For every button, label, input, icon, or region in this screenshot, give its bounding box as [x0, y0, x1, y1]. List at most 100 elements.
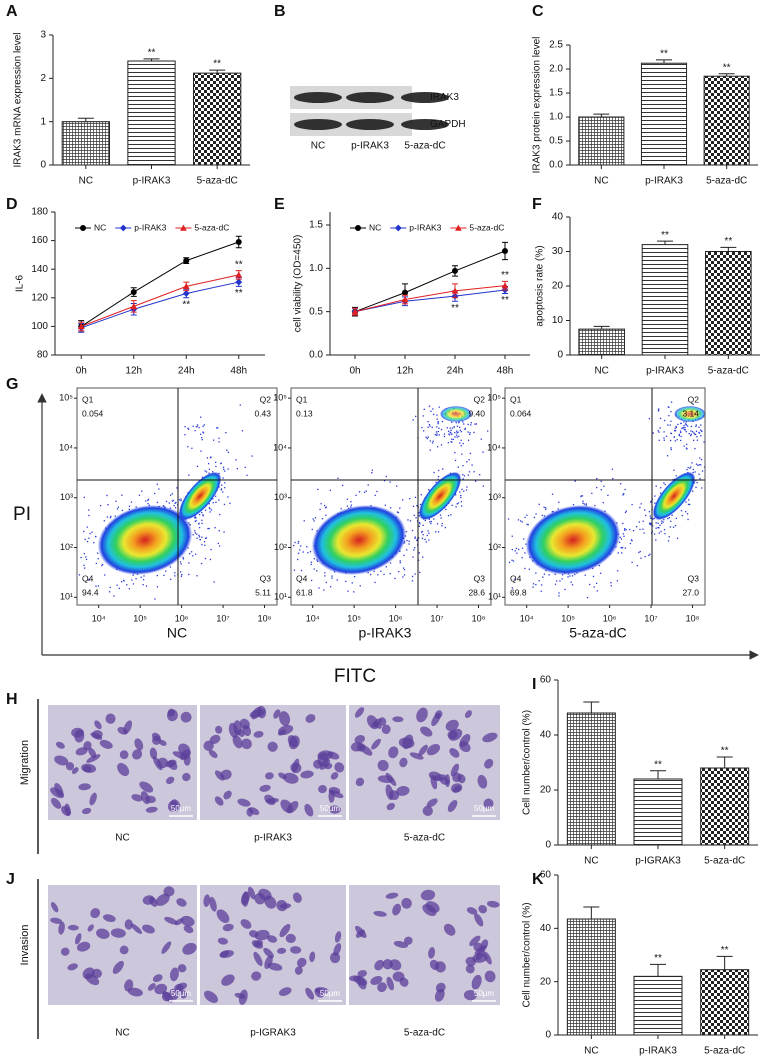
y-tick-label: 0 — [545, 840, 551, 851]
cell — [420, 726, 433, 737]
cell-dot — [174, 507, 177, 509]
cell-dot — [574, 480, 576, 482]
cell-dot — [659, 492, 662, 494]
quadrant-name: Q4 — [82, 573, 94, 583]
cell-dot — [670, 447, 672, 449]
cell-dot — [310, 579, 313, 582]
y-tick-label: 20 — [540, 785, 552, 796]
y-tick-label: 10³ — [60, 492, 73, 502]
significance: ** — [213, 59, 221, 70]
cell-dot — [620, 538, 623, 540]
cell-dot — [140, 576, 142, 578]
cell-dot — [115, 500, 117, 502]
cell-dot — [97, 558, 99, 560]
x-tick-label: 10⁸ — [686, 613, 700, 623]
cell-dot — [542, 576, 544, 578]
cell — [473, 942, 483, 952]
scale-bar-label: 50µm — [474, 989, 495, 998]
plot-name: p-IRAK3 — [359, 625, 412, 641]
cell-dot — [128, 508, 131, 510]
x-tick-label: 10⁷ — [216, 613, 229, 623]
cell — [219, 950, 230, 958]
cell-dot — [180, 498, 182, 500]
y-axis-label: apoptosis rate (%) — [535, 245, 546, 326]
cell — [482, 732, 498, 743]
cell-dot — [474, 423, 476, 425]
cell-dot — [621, 552, 623, 554]
cell-dot — [200, 562, 203, 565]
cell — [166, 709, 178, 722]
cell-dot — [663, 431, 665, 433]
cell-dot — [617, 552, 619, 554]
cell-dot — [121, 580, 123, 583]
density — [418, 471, 462, 521]
cell-dot — [572, 503, 575, 506]
cell-dot — [251, 455, 253, 457]
y-tick-label: 20 — [552, 281, 564, 292]
cell-dot — [624, 488, 626, 491]
cell-dot — [84, 567, 86, 569]
cell-dot — [191, 447, 193, 449]
quadrant-value: 9.40 — [468, 408, 485, 418]
cell-dot — [511, 535, 513, 537]
y-tick-label: 30 — [552, 246, 564, 257]
cell-dot — [688, 499, 690, 501]
cell-dot — [199, 538, 201, 541]
y-tick-label: 0.5 — [309, 306, 323, 317]
cell-dot — [85, 558, 88, 561]
row-label: Invasion — [19, 925, 31, 966]
cell-dot — [450, 429, 452, 432]
cell-dot — [459, 426, 461, 428]
cell-dot — [657, 526, 659, 529]
cell-dot — [526, 523, 528, 526]
cell-dot — [406, 549, 408, 551]
y-tick-label: 40 — [540, 923, 552, 934]
y-tick-label: 10² — [60, 542, 73, 552]
cell-dot — [323, 504, 326, 507]
cell-dot — [639, 528, 641, 531]
series-line — [354, 285, 506, 313]
cell-dot — [543, 573, 545, 575]
cell — [309, 951, 316, 963]
cell — [422, 904, 437, 917]
cell-dot — [649, 522, 651, 524]
cell-dot — [416, 505, 418, 507]
cell-dot — [83, 564, 85, 566]
cell-dot — [448, 433, 450, 435]
cell-dot — [419, 523, 421, 525]
cell-dot — [200, 450, 202, 452]
cell-dot — [179, 571, 182, 573]
x-tick-label: 10⁶ — [175, 613, 189, 623]
cell-dot — [429, 425, 431, 427]
cell-dot — [598, 564, 601, 567]
point — [402, 289, 408, 296]
cell — [471, 974, 482, 990]
quadrant-name: Q3 — [688, 573, 700, 583]
cell-dot — [416, 539, 418, 542]
cell — [290, 762, 302, 774]
cell-dot — [142, 579, 145, 581]
cell-dot — [680, 439, 682, 442]
cell-dot — [428, 539, 430, 541]
cell — [447, 799, 458, 812]
panel-letter: G — [6, 376, 18, 393]
legend-label: p-IRAK3 — [409, 222, 441, 232]
cell-dot — [701, 470, 704, 472]
cell — [264, 772, 274, 780]
cell-dot — [294, 541, 296, 544]
cell-dot — [171, 500, 174, 502]
cell-dot — [421, 531, 423, 533]
cell-dot — [665, 435, 668, 437]
bar — [578, 328, 625, 356]
band-label: GAPDH — [430, 119, 466, 130]
cell — [208, 749, 218, 759]
cell-dot — [673, 436, 675, 438]
cell-dot — [418, 552, 421, 554]
cell-dot — [417, 537, 420, 539]
cell-dot — [686, 425, 689, 427]
cell-dot — [200, 433, 202, 435]
cell-dot — [198, 522, 200, 525]
cell-dot — [227, 451, 229, 454]
cell-dot — [612, 477, 614, 480]
